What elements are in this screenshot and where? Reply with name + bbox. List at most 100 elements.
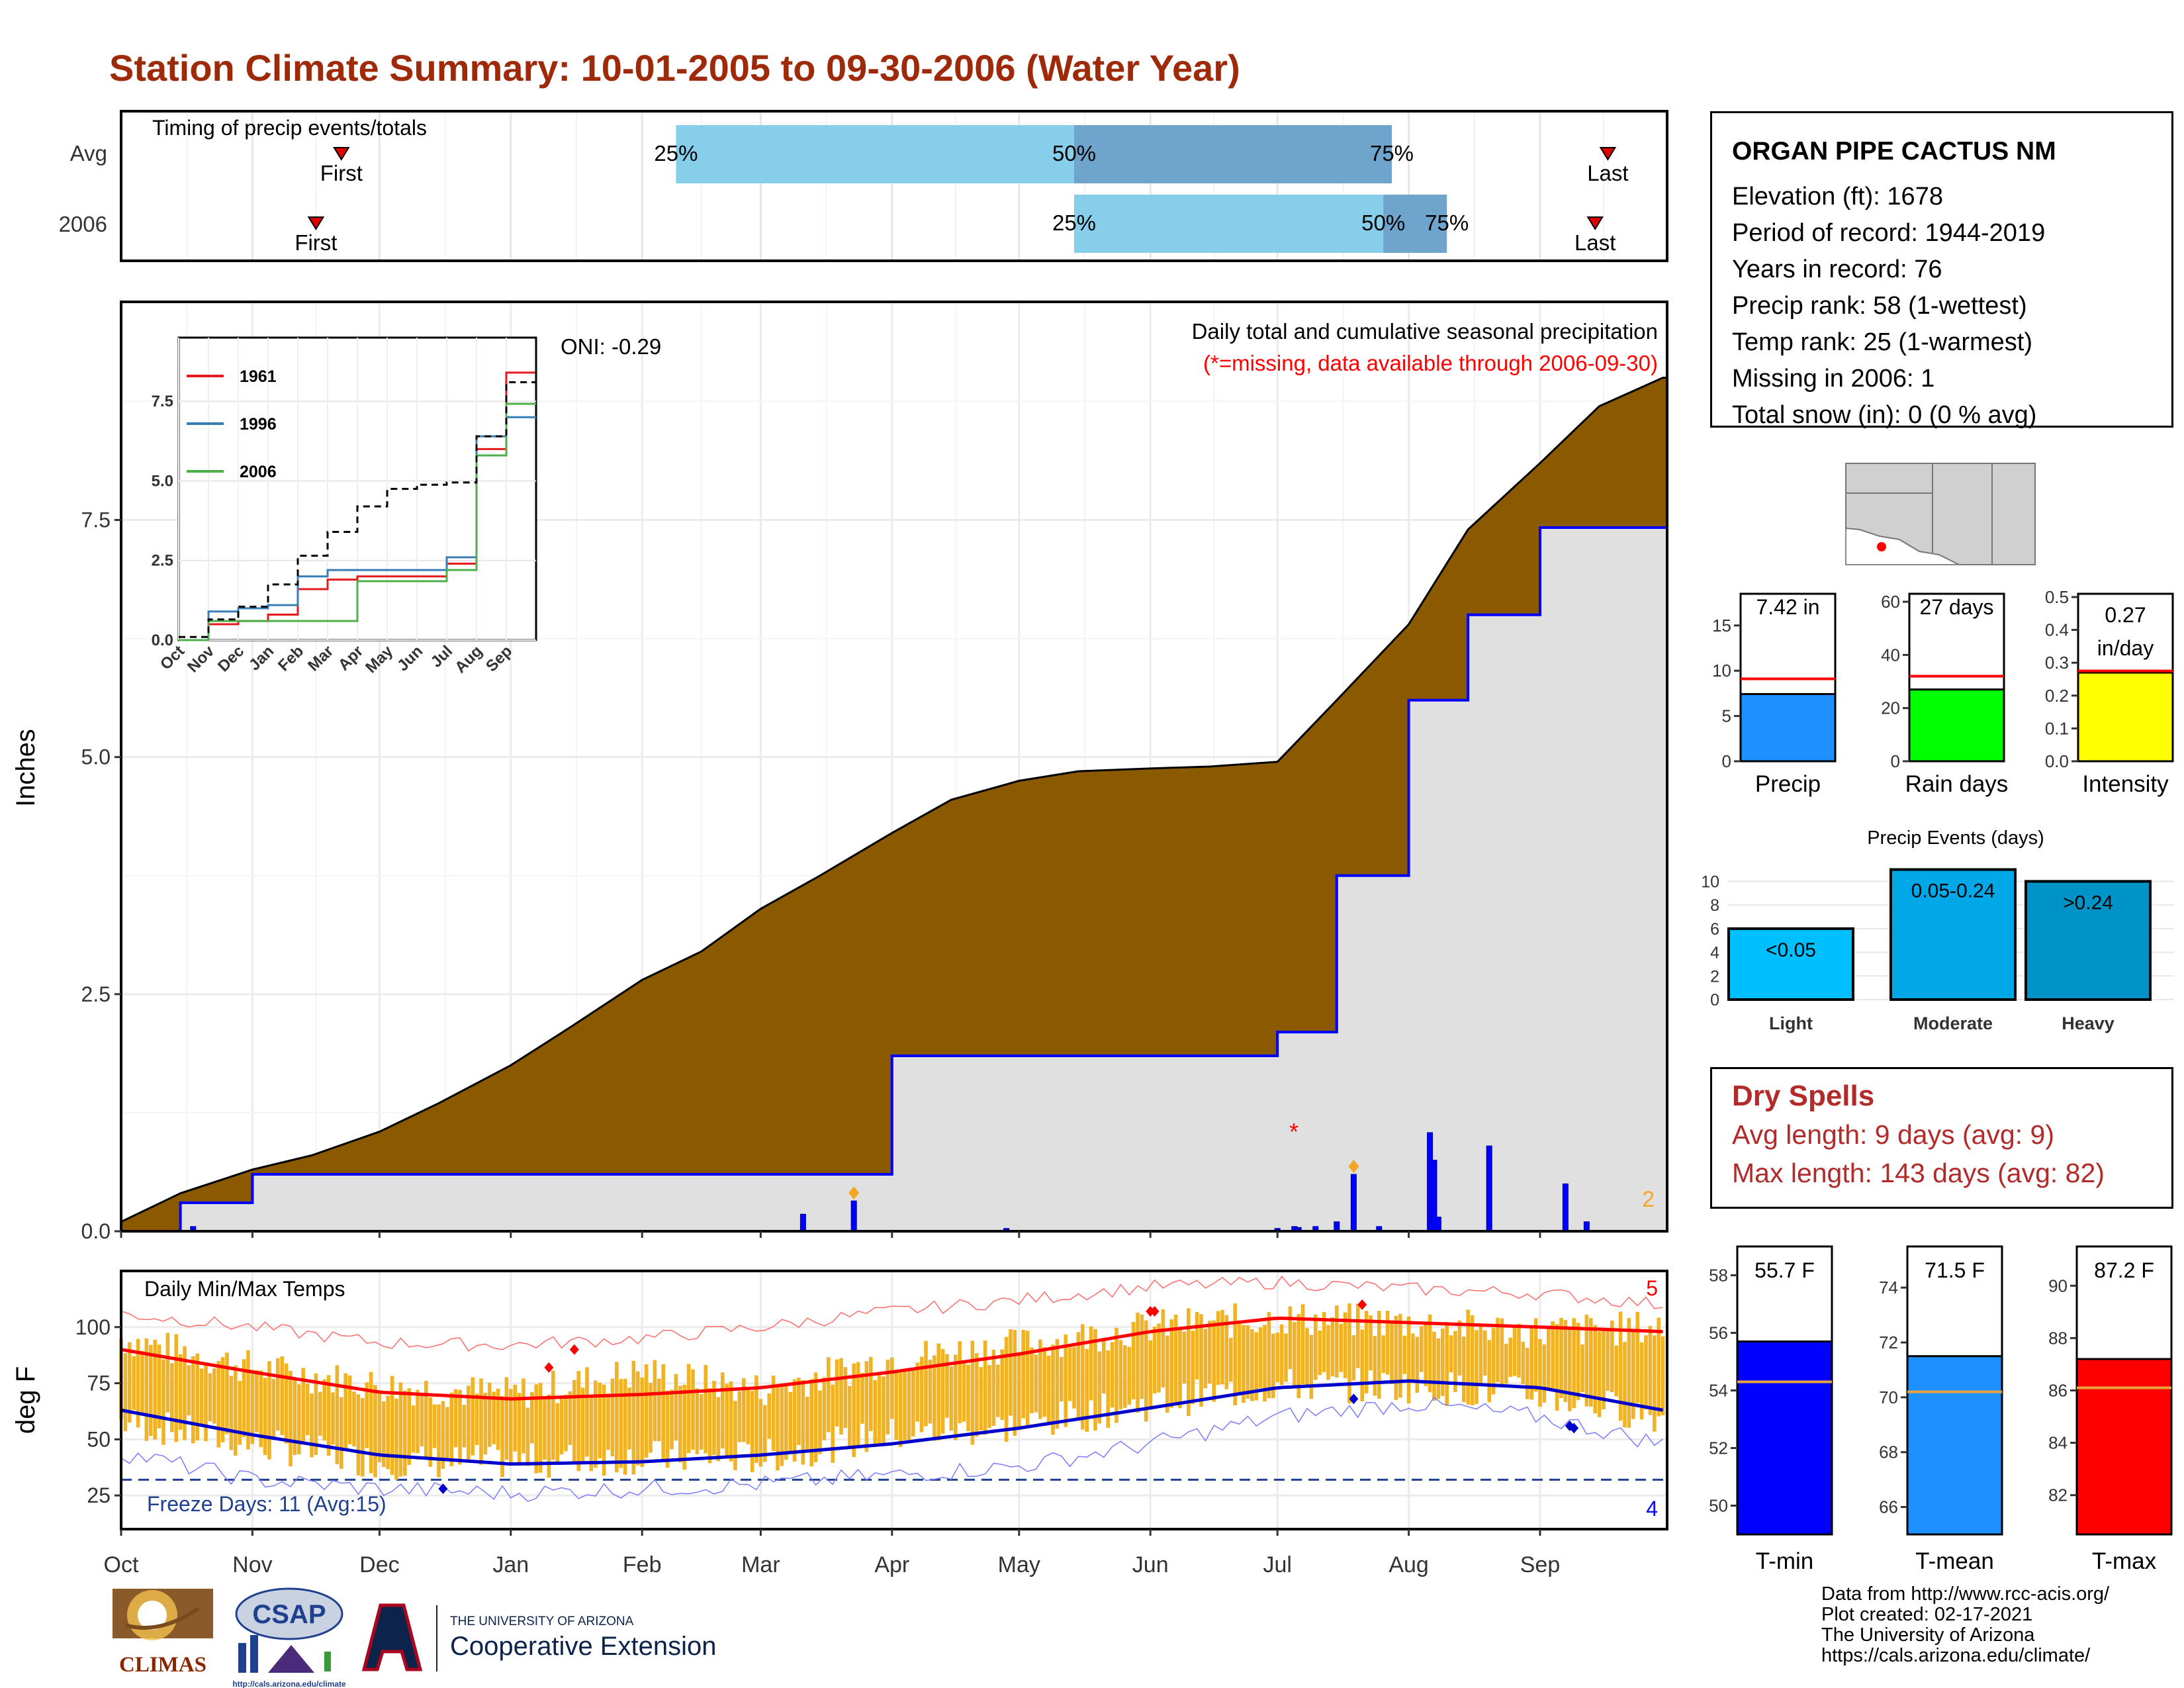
daily-temp-bar (543, 1399, 547, 1460)
daily-temp-bar (1385, 1311, 1390, 1375)
daily-temp-bar (763, 1405, 767, 1462)
daily-temp-bar (1076, 1332, 1081, 1420)
daily-temp-bar (594, 1380, 598, 1468)
daily-temp-bar (1110, 1342, 1115, 1408)
summary-value: 0.27 (2105, 603, 2146, 627)
daily-temp-bar (1356, 1303, 1360, 1368)
daily-temp-bar (1267, 1311, 1271, 1399)
daily-temp-bar (949, 1366, 954, 1431)
daily-temp-bar (534, 1384, 538, 1474)
event-bar (1727, 927, 1854, 1002)
daily-temp-bar (771, 1376, 776, 1451)
daily-temp-bar (729, 1381, 733, 1462)
timing-p75-label: 75% (1370, 141, 1414, 165)
daily-temp-bar (996, 1364, 1000, 1417)
daily-temp-bar (678, 1385, 682, 1463)
record-max-line (120, 1276, 1663, 1352)
daily-temp-bar (903, 1370, 907, 1440)
daily-temp-bar (212, 1368, 216, 1424)
inset-legend-label: 1961 (240, 367, 277, 386)
timing-p75-label: 75% (1425, 211, 1469, 235)
daily-temp-bar (551, 1370, 555, 1460)
daily-temp-bar (356, 1394, 361, 1476)
daily-temp-bar (432, 1404, 437, 1448)
daily-temp-bar (716, 1397, 721, 1462)
daily-temp-bar (1013, 1330, 1017, 1436)
climas-logo: CLIMAS (113, 1589, 213, 1677)
daily-temp-bar (1580, 1344, 1584, 1393)
summary-value: 7.42 in (1756, 595, 1819, 619)
daily-temp-bar (644, 1364, 649, 1458)
daily-temp-bar (267, 1361, 271, 1460)
daily-temp-bar (1500, 1318, 1504, 1385)
daily-temp-bar (1123, 1345, 1127, 1408)
oni-label: ONI: -0.29 (561, 334, 661, 359)
daily-temp-bar (382, 1401, 386, 1468)
footer-credits: Data from http://www.rcc-acis.org/ Plot … (1821, 1583, 2110, 1666)
summary-bar (1739, 693, 1837, 763)
daily-temp-bar (1623, 1342, 1627, 1428)
daily-temp-bar (1030, 1347, 1034, 1413)
daily-temp-bar (1271, 1333, 1275, 1399)
temp-summary-label: T-mean (1915, 1548, 1994, 1574)
daily-temp-bar (1258, 1327, 1263, 1389)
daily-temp-bar (377, 1393, 382, 1462)
daily-temp-bar (1339, 1324, 1343, 1372)
daily-temp-bar (1293, 1322, 1297, 1385)
daily-temp-bar (987, 1365, 991, 1429)
daily-temp-bar (886, 1359, 890, 1434)
station-name: ORGAN PIPE CACTUS NM (1732, 137, 2056, 165)
daily-temp-bar (1038, 1339, 1042, 1419)
first-event-label: First (320, 161, 363, 185)
timing-title: Timing of precip events/totals (152, 116, 427, 140)
daily-temp-bar (289, 1371, 293, 1467)
daily-temp-bar (1661, 1336, 1665, 1416)
daily-temp-bar (933, 1355, 936, 1441)
daily-temp-bar (1542, 1344, 1547, 1403)
daily-temp-bar (1199, 1314, 1203, 1407)
daily-temp-bar (1216, 1311, 1220, 1385)
month-label: Jul (1263, 1552, 1291, 1577)
daily-temp-bar (1547, 1326, 1551, 1389)
daily-temp-bar (1445, 1322, 1449, 1406)
daily-temp-bar (580, 1387, 585, 1463)
daily-temp-bar (475, 1393, 479, 1445)
station-location-marker (1877, 542, 1886, 551)
daily-temp-bar (522, 1378, 525, 1454)
daily-temp-bar (767, 1393, 771, 1439)
max-record-count: 5 (1646, 1276, 1658, 1300)
record-temp-marker (1569, 1423, 1579, 1434)
daily-temp-bar (712, 1381, 716, 1455)
temp-summary-ytick-label: 86 (2048, 1381, 2068, 1401)
temp-summary-ytick-label: 72 (1879, 1333, 1898, 1352)
month-label: Aug (1388, 1552, 1429, 1577)
daily-temp-bar (674, 1374, 678, 1441)
daily-temp-bar (365, 1382, 369, 1448)
daily-temp-bar (682, 1385, 686, 1470)
temp-title: Daily Min/Max Temps (144, 1277, 345, 1301)
station-info-line: Precip rank: 58 (1-wettest) (1732, 292, 2027, 320)
temp-summary-ytick-label: 84 (2048, 1433, 2068, 1453)
daily-temp-bar (1517, 1323, 1521, 1378)
daily-temp-bar (1115, 1327, 1118, 1423)
daily-temp-bar (1212, 1320, 1216, 1402)
daily-temp-bar (136, 1338, 140, 1428)
daily-temp-bar (1335, 1305, 1339, 1378)
daily-temp-bar (890, 1357, 894, 1419)
daily-temp-bar (700, 1394, 704, 1450)
daily-temp-bar (373, 1385, 377, 1477)
daily-temp-bar (631, 1360, 636, 1475)
daily-temp-bar (1169, 1319, 1173, 1408)
daily-temp-bar (483, 1393, 488, 1455)
daily-temp-bar (1136, 1313, 1140, 1413)
observed-cumulative-area (121, 526, 1668, 1233)
csap-logo: CSAP http://cals.arizona.edu/climate (232, 1587, 346, 1688)
record-temp-marker (544, 1362, 554, 1373)
temp-summary-ytick-label: 74 (1879, 1278, 1898, 1297)
daily-temp-bar (403, 1390, 407, 1476)
daily-temp-bar (1568, 1328, 1572, 1411)
temp-ytick-label: 25 (87, 1483, 111, 1507)
event-bar-label: Moderate (1913, 1013, 1993, 1033)
daily-temp-bar (1157, 1323, 1161, 1393)
daily-temp-bar (1644, 1335, 1648, 1410)
